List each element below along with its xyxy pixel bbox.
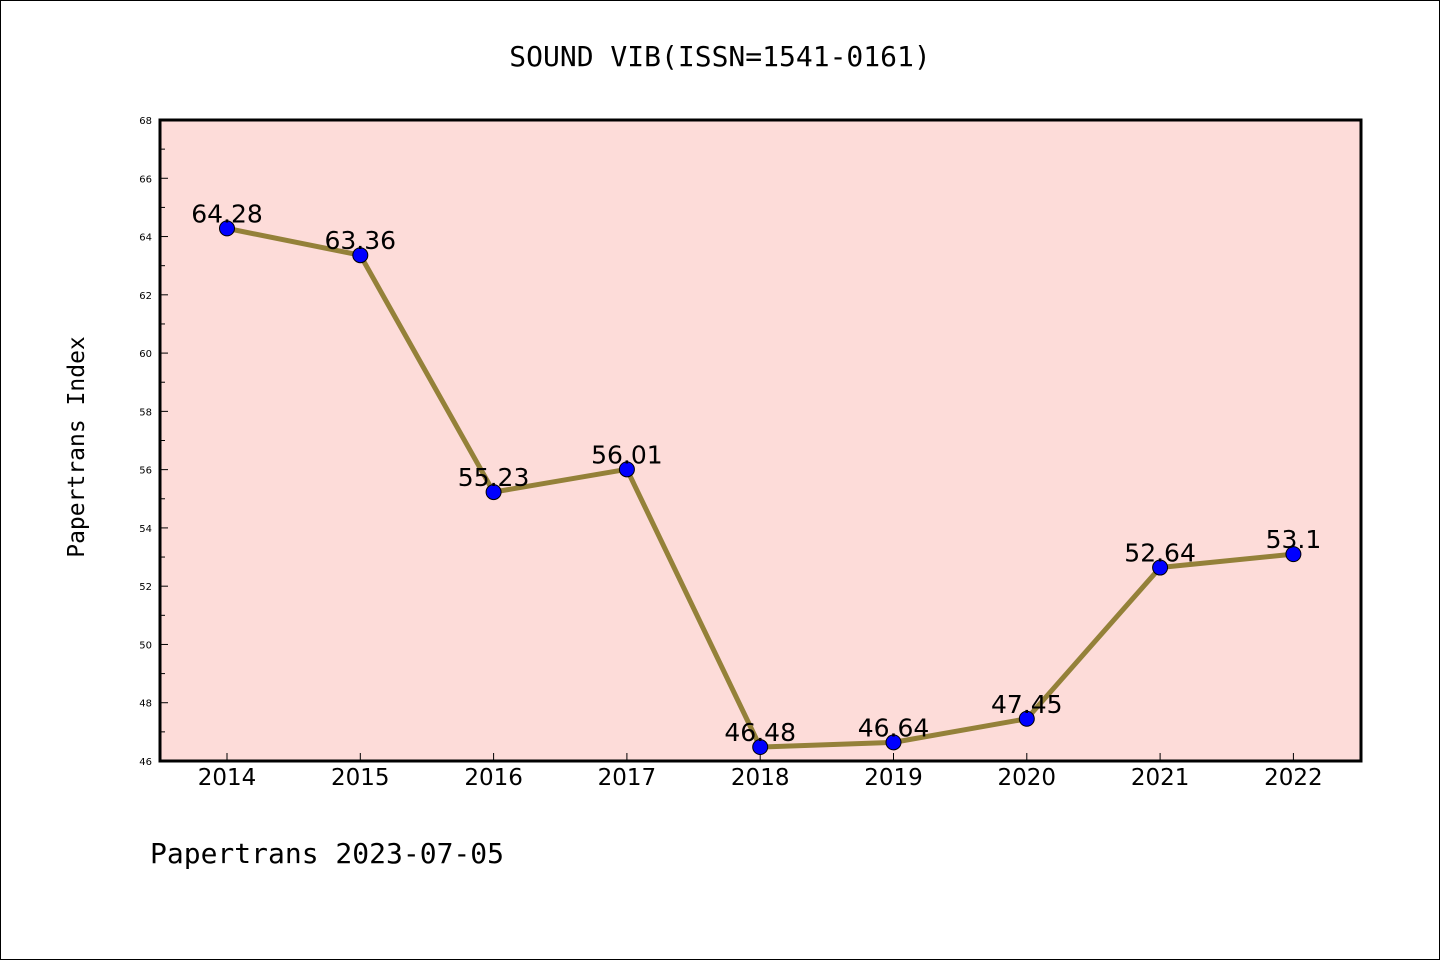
y-tick-label: 48 — [139, 699, 152, 710]
data-point — [1018, 710, 1035, 727]
y-tick-label: 66 — [139, 174, 152, 185]
data-labels: 64.28 63.36 55.23 56.01 46.48 46.64 47.45 52.64… — [191, 199, 1321, 747]
footer-date: Papertrans 2023-07-05 — [150, 837, 504, 870]
data-label: 52.64 — [1124, 539, 1196, 568]
data-label: 56.01 — [591, 440, 663, 469]
x-tick-label: 2017 — [598, 765, 657, 791]
data-label: 46.48 — [724, 718, 796, 747]
data-point — [885, 734, 902, 751]
data-point — [618, 461, 635, 478]
x-tick-label: 2022 — [1264, 765, 1323, 791]
y-tick-label: 68 — [139, 116, 152, 127]
y-tick-label: 64 — [139, 233, 152, 244]
y-tick-label: 58 — [139, 407, 152, 418]
data-label: 46.64 — [858, 713, 930, 742]
x-tick-label: 2015 — [331, 765, 390, 791]
data-label: 64.28 — [191, 199, 263, 228]
data-point — [752, 739, 769, 756]
data-point — [219, 220, 235, 237]
chart-title: SOUND VIB(ISSN=1541-0161) — [509, 40, 930, 73]
series-markers — [219, 220, 1302, 756]
x-tick-label: 2020 — [998, 765, 1057, 791]
x-tick-label: 2021 — [1131, 765, 1190, 791]
data-point — [1285, 546, 1302, 563]
data-label: 63.36 — [325, 226, 397, 255]
y-tick-label: 50 — [139, 640, 152, 651]
y-tick-label: 62 — [139, 291, 152, 302]
x-axis: 2014 2015 2016 2017 2018 2019 2020 2021 2022 — [198, 753, 1323, 791]
plot-border — [158, 118, 1363, 763]
y-tick-label: 56 — [139, 466, 152, 477]
data-point — [352, 247, 369, 264]
x-tick-label: 2016 — [464, 765, 523, 791]
plot-area — [160, 120, 1361, 761]
x-tick-label: 2014 — [198, 765, 257, 791]
x-tick-label: 2019 — [864, 765, 923, 791]
data-point — [485, 484, 502, 501]
data-point — [1152, 559, 1169, 576]
x-tick-label: 2018 — [731, 765, 790, 791]
data-label: 53.1 — [1266, 525, 1322, 554]
y-axis-label: Papertrans Index — [64, 336, 90, 558]
data-label: 55.23 — [458, 463, 530, 492]
y-axis: 46 48 50 52 54 56 58 60 62 64 66 68 — [139, 116, 168, 768]
data-label: 47.45 — [991, 690, 1063, 719]
y-tick-label: 60 — [139, 349, 152, 360]
y-tick-label: 46 — [139, 757, 152, 768]
y-tick-label: 52 — [139, 582, 152, 593]
y-tick-label: 54 — [139, 524, 152, 535]
